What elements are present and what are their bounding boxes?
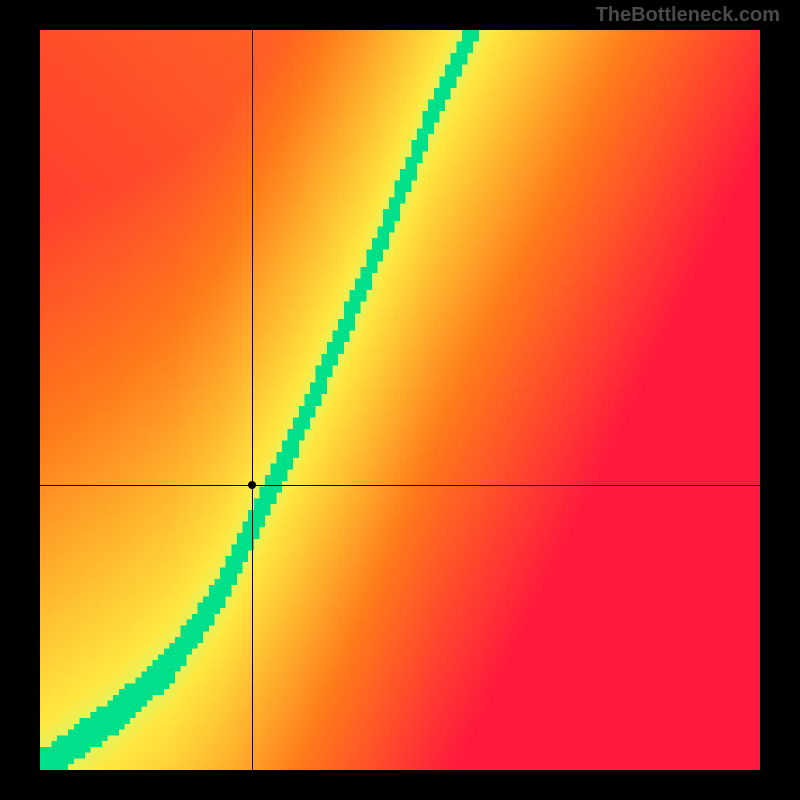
heatmap-canvas (40, 30, 760, 770)
crosshair-vertical (252, 30, 253, 770)
heatmap-plot (40, 30, 760, 770)
watermark-text: TheBottleneck.com (596, 4, 780, 27)
crosshair-marker (248, 481, 256, 489)
crosshair-horizontal (40, 485, 760, 486)
